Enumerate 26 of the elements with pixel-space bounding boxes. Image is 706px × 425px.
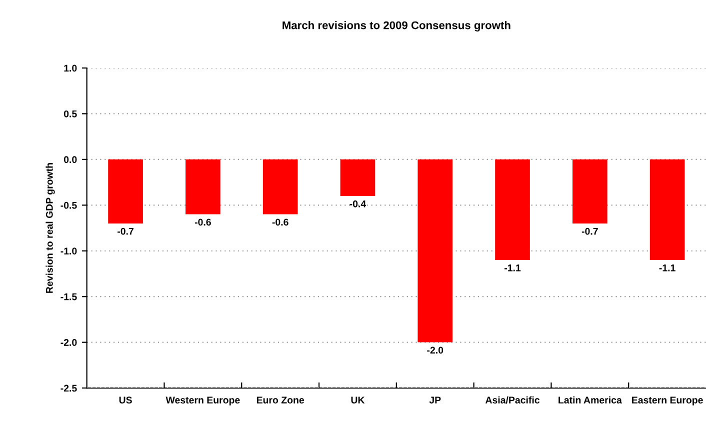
x-tick-label: JP (429, 396, 441, 404)
y-tick-label: -1.5 (60, 293, 77, 300)
y-tick-label: -2.5 (60, 384, 77, 392)
x-tick-label: Eastern Europe (632, 396, 703, 406)
y-tick-label: -1.0 (60, 248, 77, 254)
y-axis-title: Revision to real GDP growth (46, 163, 55, 293)
x-tick-label: Euro Zone (256, 396, 304, 404)
data-label: -2.0 (427, 346, 444, 354)
x-tick-label: Latin America (558, 396, 622, 404)
y-tick-label: -0.5 (60, 202, 77, 209)
data-label: -0.4 (350, 200, 366, 208)
x-tick-label: UK (351, 396, 365, 404)
x-tick-label: US (119, 396, 132, 404)
data-label: -0.7 (582, 228, 598, 235)
data-label: -0.7 (118, 228, 134, 235)
x-tick-label: Asia/Pacific (485, 396, 540, 404)
x-tick-label: Western Europe (166, 396, 240, 406)
data-label: -1.1 (659, 264, 676, 272)
data-label: -0.6 (272, 218, 288, 226)
y-tick-label: 1.0 (64, 64, 77, 72)
y-tick-label: 0.0 (64, 156, 77, 164)
data-label: -0.6 (194, 218, 211, 226)
y-tick-label: -2.0 (60, 339, 77, 346)
data-label: -1.1 (504, 264, 521, 272)
y-tick-label: 0.5 (64, 110, 77, 118)
chart-title: March revisions to 2009 Consensus growth (282, 21, 510, 32)
